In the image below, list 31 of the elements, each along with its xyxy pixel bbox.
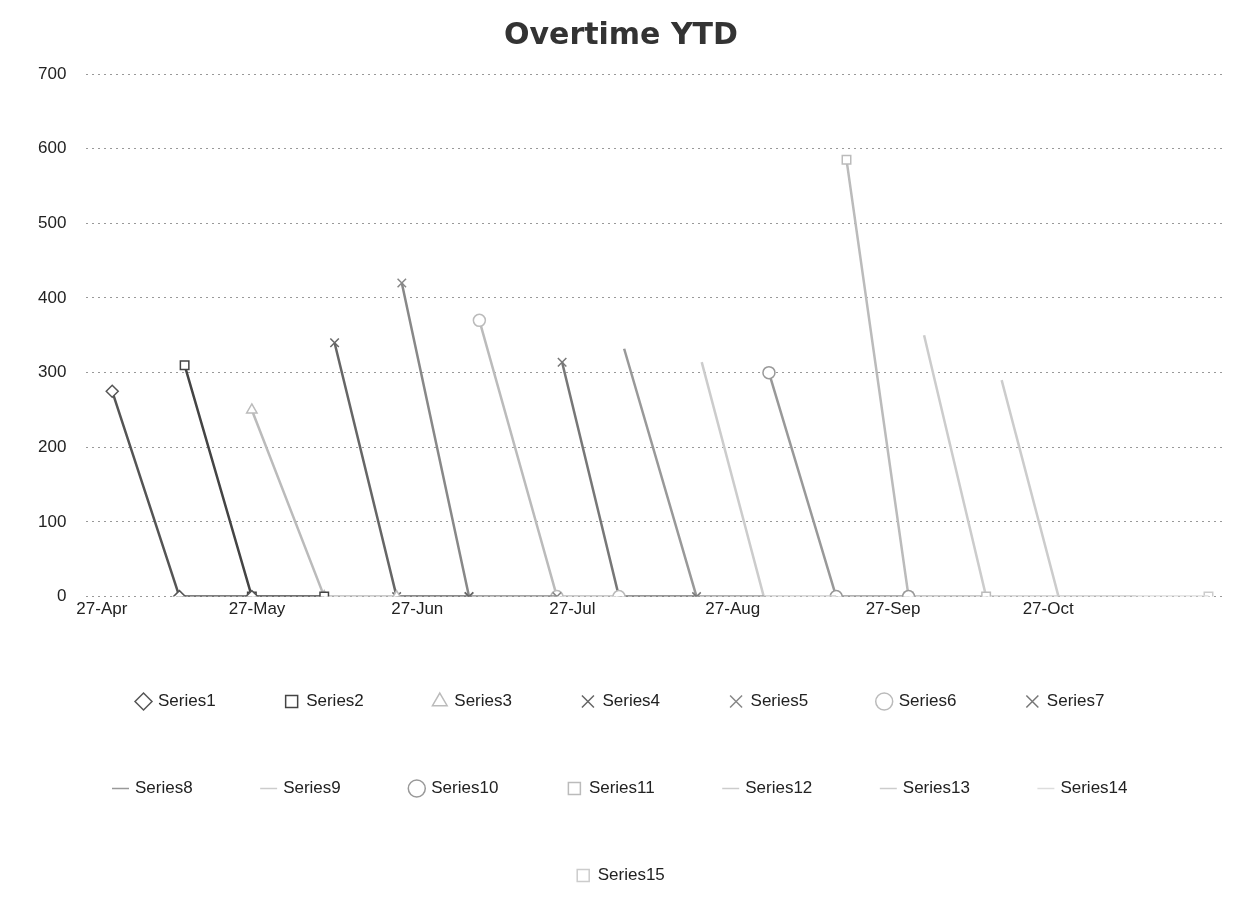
chart-title: Overtime YTD bbox=[504, 15, 738, 51]
y-tick-label: 600 bbox=[37, 138, 67, 158]
y-tick-label: 700 bbox=[37, 63, 67, 83]
legend-label: Series6 bbox=[898, 691, 957, 711]
legend-label: Series7 bbox=[1046, 691, 1105, 711]
y-tick-label: 300 bbox=[37, 362, 67, 382]
legend-label: Series11 bbox=[588, 778, 655, 798]
x-tick-label: 27-Oct bbox=[1022, 599, 1074, 619]
legend-label: Series3 bbox=[454, 691, 512, 711]
y-tick-label: 400 bbox=[37, 287, 67, 307]
legend-label: Series8 bbox=[135, 778, 193, 798]
legend-label: Series15 bbox=[597, 865, 665, 885]
legend-label: Series9 bbox=[283, 778, 341, 798]
y-tick-label: 500 bbox=[37, 213, 67, 232]
x-tick-label: 27-May bbox=[228, 599, 286, 619]
x-tick-label: 27-Aug bbox=[705, 599, 761, 619]
y-tick-label: 0 bbox=[56, 586, 67, 606]
legend-label: Series2 bbox=[306, 691, 364, 711]
legend-label: Series12 bbox=[745, 778, 813, 798]
legend-label: Series5 bbox=[750, 691, 809, 711]
x-tick-label: 27-Jun bbox=[391, 599, 444, 619]
legend-label: Series10 bbox=[431, 778, 499, 798]
y-tick-label: 100 bbox=[37, 511, 67, 531]
legend-label: Series4 bbox=[602, 691, 661, 711]
legend-label: Series14 bbox=[1060, 778, 1128, 798]
x-tick-label: 27-Apr bbox=[76, 599, 128, 619]
legend-label: Series13 bbox=[902, 778, 970, 798]
legend-label: Series1 bbox=[158, 691, 216, 711]
x-tick-label: 27-Sep bbox=[865, 599, 921, 619]
x-tick-label: 27-Jul bbox=[549, 599, 596, 619]
y-tick-label: 200 bbox=[37, 436, 67, 456]
